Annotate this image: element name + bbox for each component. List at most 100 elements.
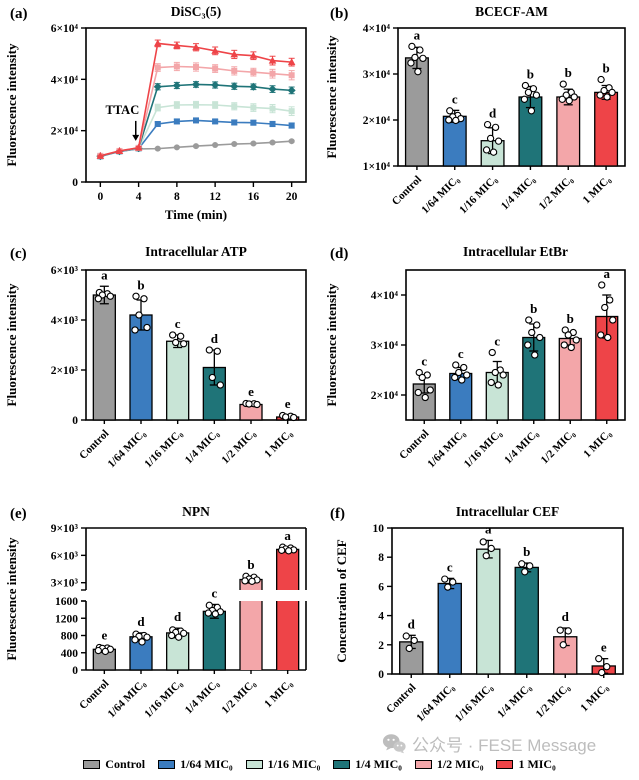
- svg-text:16: 16: [248, 191, 260, 203]
- svg-text:e: e: [601, 640, 607, 655]
- svg-text:b: b: [567, 311, 574, 326]
- svg-text:3×10⁴: 3×10⁴: [371, 340, 399, 352]
- legend-swatch: [158, 760, 176, 769]
- svg-text:3×10³: 3×10³: [51, 578, 79, 590]
- svg-text:NPN: NPN: [182, 504, 210, 519]
- chart-d-svg: (d) Intracellular EtBr Fluorescence intens…: [324, 244, 626, 470]
- svg-text:6: 6: [378, 581, 384, 593]
- svg-text:d: d: [562, 609, 570, 624]
- svg-text:c: c: [211, 585, 217, 600]
- legend-item: 1/2 MIC₀: [414, 757, 484, 772]
- svg-text:0: 0: [97, 191, 103, 203]
- legend-item: 1/64 MIC₀: [158, 757, 233, 772]
- legend-swatch: [333, 760, 351, 769]
- svg-text:4×10⁴: 4×10⁴: [51, 74, 79, 86]
- chart-f-svg: (f) Intracellular CEF Concentration of CEF…: [330, 504, 624, 724]
- svg-text:Fluorescence intensity: Fluorescence intensity: [324, 35, 339, 158]
- svg-text:1×10⁴: 1×10⁴: [363, 161, 391, 173]
- svg-text:(e): (e): [10, 506, 27, 522]
- legend-label: 1/64 MIC₀: [180, 757, 233, 771]
- svg-text:1/2 MIC₀: 1/2 MIC₀: [537, 173, 576, 212]
- svg-text:6×10³: 6×10³: [51, 265, 79, 277]
- svg-text:1/64 MIC₀: 1/64 MIC₀: [106, 677, 149, 720]
- svg-text:Control: Control: [397, 428, 431, 462]
- svg-text:6×10⁴: 6×10⁴: [51, 23, 79, 35]
- svg-text:c: c: [452, 91, 458, 106]
- svg-text:1/16 MIC₀: 1/16 MIC₀: [453, 681, 496, 724]
- legend-item: 1 MIC₀: [496, 757, 556, 772]
- svg-text:b: b: [565, 65, 572, 80]
- svg-text:a: a: [604, 266, 611, 281]
- svg-text:0: 0: [72, 665, 78, 677]
- svg-text:8: 8: [174, 191, 180, 203]
- legend-label: 1/2 MIC₀: [436, 757, 484, 771]
- svg-text:1/16 MIC₀: 1/16 MIC₀: [142, 427, 185, 470]
- svg-text:1/2 MIC₀: 1/2 MIC₀: [534, 681, 573, 720]
- svg-text:8: 8: [378, 552, 384, 564]
- panel-c-atp-bar-chart: (c) Intracellular ATP Fluorescence intensi…: [0, 240, 320, 498]
- svg-text:d: d: [174, 609, 182, 624]
- svg-text:2×10³: 2×10³: [51, 365, 79, 377]
- svg-text:4: 4: [378, 611, 384, 623]
- svg-text:1/64 MIC₀: 1/64 MIC₀: [414, 681, 457, 724]
- svg-text:9×10³: 9×10³: [51, 523, 79, 535]
- svg-text:Control: Control: [390, 174, 424, 208]
- svg-text:1/4 MIC₀: 1/4 MIC₀: [502, 427, 541, 466]
- svg-text:(c): (c): [10, 246, 27, 262]
- svg-text:c: c: [447, 559, 453, 574]
- svg-text:b: b: [523, 544, 530, 559]
- svg-text:e: e: [248, 384, 254, 399]
- watermark: 公众号 · FESE Message: [382, 731, 596, 756]
- svg-text:3×10⁴: 3×10⁴: [363, 69, 391, 81]
- svg-text:d: d: [137, 614, 145, 629]
- panel-b-bcecf-bar-chart: (b) BCECF-AM Fluorescence intensity 1×10⁴ 2×…: [320, 0, 639, 238]
- svg-text:800: 800: [61, 631, 79, 643]
- svg-text:Intracellular CEF: Intracellular CEF: [456, 504, 560, 519]
- svg-text:(d): (d): [330, 246, 348, 262]
- svg-text:4: 4: [136, 191, 142, 203]
- svg-text:a: a: [414, 27, 421, 42]
- svg-text:2×10⁴: 2×10⁴: [51, 126, 79, 138]
- svg-text:TTAC: TTAC: [105, 103, 139, 117]
- svg-text:e: e: [101, 627, 107, 642]
- svg-text:4×10⁴: 4×10⁴: [363, 23, 391, 35]
- svg-text:Fluorescence intensity: Fluorescence intensity: [4, 537, 19, 660]
- panel-d-etbr-bar-chart: (d) Intracellular EtBr Fluorescence intens…: [320, 240, 639, 498]
- svg-text:1/64 MIC₀: 1/64 MIC₀: [419, 173, 462, 216]
- svg-text:(b): (b): [330, 6, 348, 22]
- svg-text:1/16 MIC₀: 1/16 MIC₀: [457, 173, 500, 216]
- svg-text:0: 0: [72, 177, 78, 189]
- svg-text:Intracellular ATP: Intracellular ATP: [145, 244, 247, 259]
- svg-text:0: 0: [72, 415, 78, 427]
- svg-text:1/64 MIC₀: 1/64 MIC₀: [425, 427, 468, 470]
- svg-text:e: e: [285, 396, 291, 411]
- svg-text:2×10⁴: 2×10⁴: [363, 115, 391, 127]
- svg-text:20: 20: [286, 191, 298, 203]
- svg-text:c: c: [175, 316, 181, 331]
- svg-text:Fluorescence intensity: Fluorescence intensity: [4, 43, 19, 166]
- svg-text:Fluorescence intensity: Fluorescence intensity: [4, 283, 19, 406]
- panel-a-disc3-line-chart: (a) DiSC₃(5) Fluorescence intensity 0 2×10⁴ 4…: [0, 0, 320, 238]
- svg-text:1/2 MIC₀: 1/2 MIC₀: [219, 427, 258, 466]
- svg-text:DiSC₃(5): DiSC₃(5): [171, 4, 222, 19]
- svg-text:1/4 MIC₀: 1/4 MIC₀: [495, 681, 534, 720]
- svg-text:1200: 1200: [55, 613, 78, 625]
- svg-text:1/2 MIC₀: 1/2 MIC₀: [219, 677, 258, 716]
- svg-text:Control: Control: [77, 678, 111, 712]
- legend-item: 1/4 MIC₀: [333, 757, 402, 772]
- svg-text:Concentration of CEF: Concentration of CEF: [334, 539, 349, 663]
- panel-f-cef-bar-chart: (f) Intracellular CEF Concentration of CEF…: [320, 500, 639, 746]
- svg-text:b: b: [530, 301, 537, 316]
- svg-text:c: c: [421, 354, 427, 369]
- svg-text:1/64 MIC₀: 1/64 MIC₀: [106, 427, 149, 470]
- chart-e-svg: (e) NPN Fluorescence intensity 3×10³ 6×10³ 9×…: [4, 504, 307, 720]
- svg-text:1/4 MIC₀: 1/4 MIC₀: [183, 427, 222, 466]
- svg-text:a: a: [101, 267, 108, 282]
- svg-text:400: 400: [61, 648, 79, 660]
- svg-text:4×10⁴: 4×10⁴: [371, 290, 399, 302]
- svg-text:Control: Control: [77, 428, 111, 462]
- figure-legend: Control 1/64 MIC₀ 1/16 MIC₀ 1/4 MIC₀ 1/2 MIC…: [0, 757, 639, 772]
- svg-text:b: b: [247, 557, 254, 572]
- svg-text:0: 0: [378, 669, 384, 681]
- watermark-text: 公众号 · FESE Message: [412, 736, 597, 755]
